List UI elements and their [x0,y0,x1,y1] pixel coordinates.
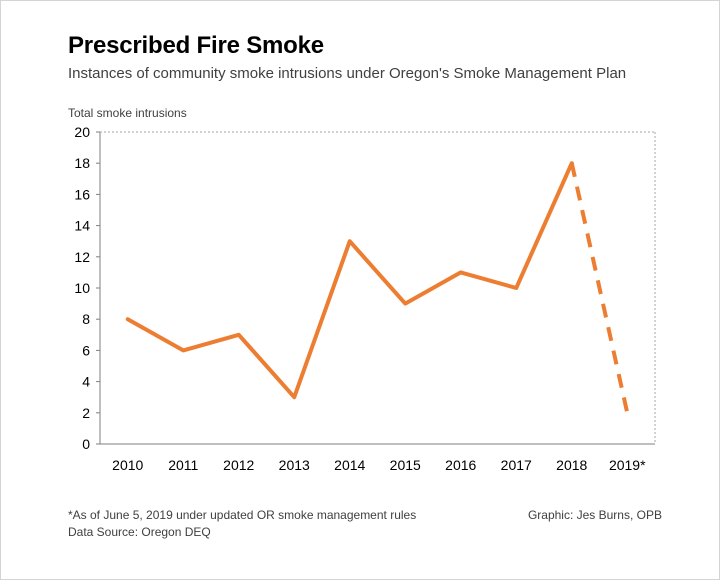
footnote: *As of June 5, 2019 under updated OR smo… [68,508,417,522]
y-tick-label: 16 [74,186,90,202]
x-tick-label: 2015 [390,457,421,473]
x-tick-label: 2018 [556,457,587,473]
graphic-credit: Graphic: Jes Burns, OPB [527,508,662,522]
y-tick-label: 20 [74,124,90,140]
x-tick-label: 2014 [334,457,365,473]
axes [96,131,656,445]
x-tick-label: 2010 [112,457,143,473]
x-tick-labels: 2010 2011 2012 2013 2014 2015 2016 2017 2018 2019… [112,457,646,473]
chart-title: Prescribed Fire Smoke [68,32,324,59]
series-line-solid [125,161,574,400]
x-tick-label: 2013 [279,457,310,473]
x-tick-label: 2016 [445,457,476,473]
y-tick-label: 10 [74,280,90,296]
series-lines [125,161,630,414]
x-tick-label: 2019* [609,457,646,473]
y-tick-label: 2 [82,405,90,421]
series-line-dashed [569,162,630,414]
y-tick-label: 8 [82,311,90,327]
y-tick-label: 6 [82,342,90,358]
y-tick-label: 14 [74,218,90,234]
y-tick-label: 12 [74,249,90,265]
x-tick-label: 2017 [501,457,532,473]
y-axis-label: Total smoke intrusions [68,106,187,120]
x-tick-label: 2012 [223,457,254,473]
y-tick-label: 4 [82,374,90,390]
data-source: Data Source: Oregon DEQ [68,525,211,539]
chart-subtitle: Instances of community smoke intrusions … [68,65,627,82]
x-tick-label: 2011 [168,457,198,473]
y-tick-labels: 0 2 4 6 8 10 12 14 16 18 20 [74,124,90,452]
y-tick-label: 18 [74,155,90,171]
y-tick-label: 0 [82,436,90,452]
